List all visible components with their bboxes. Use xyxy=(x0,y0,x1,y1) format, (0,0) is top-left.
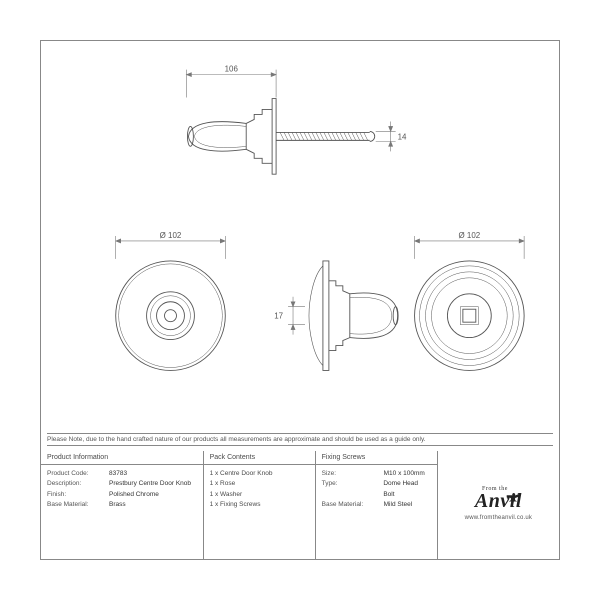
info-row: Base Material:Brass xyxy=(47,500,197,510)
dim-width: 106 xyxy=(225,65,239,74)
info-row: Product Code:83783 xyxy=(47,469,197,479)
front-left-view: Ø 102 xyxy=(116,231,226,370)
pack-item: 1 x Centre Door Knob xyxy=(210,469,309,479)
top-view: 106 14 xyxy=(186,65,407,175)
col-head-fixing: Fixing Screws xyxy=(316,451,437,465)
side-view: 17 xyxy=(274,261,398,371)
col-pack-contents: Pack Contents 1 x Centre Door Knob1 x Ro… xyxy=(204,451,316,559)
col-fixing-screws: Fixing Screws Size:M10 x 100mmType:Dome … xyxy=(316,451,438,559)
info-row: Type:Dome Head Bolt xyxy=(322,479,431,500)
info-row: Description:Prestbury Centre Door Knob xyxy=(47,479,197,489)
col-head-product: Product Information xyxy=(41,451,203,465)
dim-bolt: 14 xyxy=(398,132,407,141)
drawing-sheet: 106 14 xyxy=(40,40,560,560)
brand-url: www.fromtheanvil.co.uk xyxy=(465,515,532,521)
technical-drawing: 106 14 xyxy=(41,41,559,431)
col-product-info: Product Information Product Code:83783De… xyxy=(41,451,204,559)
disclaimer-note: Please Note, due to the hand crafted nat… xyxy=(47,433,553,446)
col-head-pack: Pack Contents xyxy=(204,451,315,465)
dim-17: 17 xyxy=(274,312,283,321)
info-row: Size:M10 x 100mm xyxy=(322,469,431,479)
front-right-view: Ø 102 xyxy=(415,231,525,370)
anvil-icon xyxy=(506,493,520,503)
col-logo: From the Anvil www.fromtheanvil.co.uk xyxy=(438,451,559,559)
dim-dia-right: Ø 102 xyxy=(459,231,481,240)
pack-item: 1 x Rose xyxy=(210,479,309,489)
pack-item: 1 x Washer xyxy=(210,490,309,500)
info-row: Finish:Polished Chrome xyxy=(47,490,197,500)
pack-item: 1 x Fixing Screws xyxy=(210,500,309,510)
dim-dia-left: Ø 102 xyxy=(160,231,182,240)
info-table: Product Information Product Code:83783De… xyxy=(41,451,559,559)
info-row: Base Material:Mild Steel xyxy=(322,500,431,510)
brand-logo: From the Anvil xyxy=(475,490,522,513)
